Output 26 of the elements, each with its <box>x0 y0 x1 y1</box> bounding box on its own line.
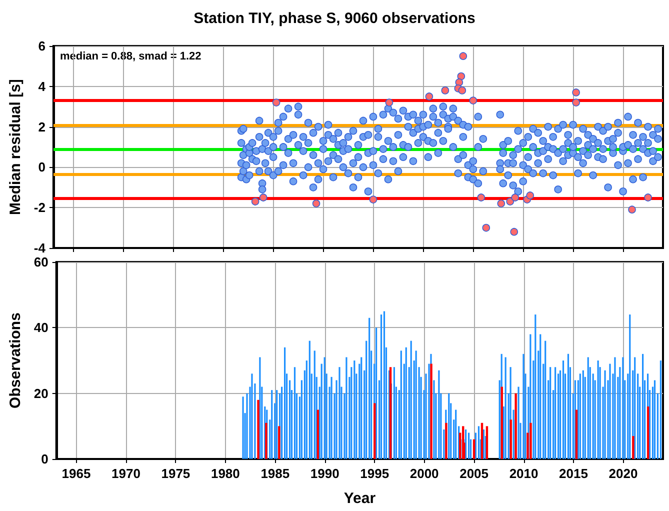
x-tick-label: 1995 <box>360 466 390 481</box>
x-tick-label: 1980 <box>210 466 240 481</box>
x-axis-title: Year <box>344 490 376 507</box>
x-tick-label: 2020 <box>608 466 638 481</box>
x-tick-label: 1990 <box>310 466 340 481</box>
y-tick-label: -2 <box>34 200 46 216</box>
y-tick-label: 40 <box>34 320 48 336</box>
y-tick-label: -4 <box>34 240 46 256</box>
y-tick-label: 0 <box>38 160 46 175</box>
x-tick-label: 1975 <box>161 466 190 481</box>
x-tick-label: 2005 <box>460 466 489 481</box>
x-tick-label: 2015 <box>559 466 588 481</box>
y-tick-label: 2 <box>38 119 46 134</box>
y-tick-label: 6 <box>38 38 46 54</box>
x-tick-label: 2000 <box>410 466 439 481</box>
x-tick-label: 1970 <box>112 466 140 481</box>
x-tick-label: 2010 <box>509 466 538 481</box>
y-tick-label: 60 <box>34 254 48 270</box>
x-tick-label: 1965 <box>62 466 91 481</box>
chart-title: Station TIY, phase S, 9060 observations <box>194 10 476 27</box>
y-axis-title: Median residual [s] <box>7 79 24 215</box>
x-tick-label: 1985 <box>260 466 290 481</box>
y-tick-label: 20 <box>34 386 48 401</box>
y-axis-title: Observations <box>7 312 24 408</box>
y-tick-label: 0 <box>41 452 48 466</box>
y-tick-label: 4 <box>38 78 46 94</box>
